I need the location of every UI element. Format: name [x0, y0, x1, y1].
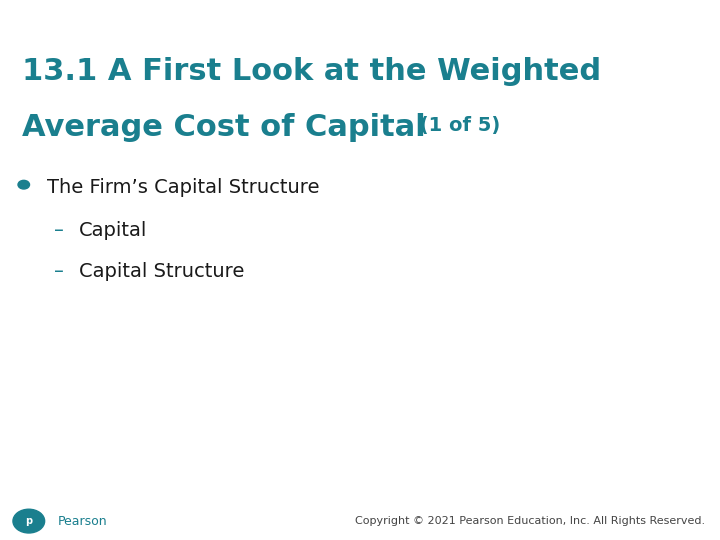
Text: Average Cost of Capital: Average Cost of Capital — [22, 113, 426, 143]
Text: Copyright © 2021 Pearson Education, Inc. All Rights Reserved.: Copyright © 2021 Pearson Education, Inc.… — [356, 516, 706, 526]
Text: Capital: Capital — [79, 221, 148, 240]
Text: –: – — [54, 262, 64, 281]
Text: 13.1 A First Look at the Weighted: 13.1 A First Look at the Weighted — [22, 57, 600, 86]
Circle shape — [13, 509, 45, 533]
Text: The Firm’s Capital Structure: The Firm’s Capital Structure — [47, 178, 319, 197]
Text: (1 of 5): (1 of 5) — [413, 116, 500, 135]
Text: Capital Structure: Capital Structure — [79, 262, 245, 281]
Text: Pearson: Pearson — [58, 515, 107, 528]
Text: –: – — [54, 221, 64, 240]
Circle shape — [18, 180, 30, 189]
Text: p: p — [25, 516, 32, 526]
